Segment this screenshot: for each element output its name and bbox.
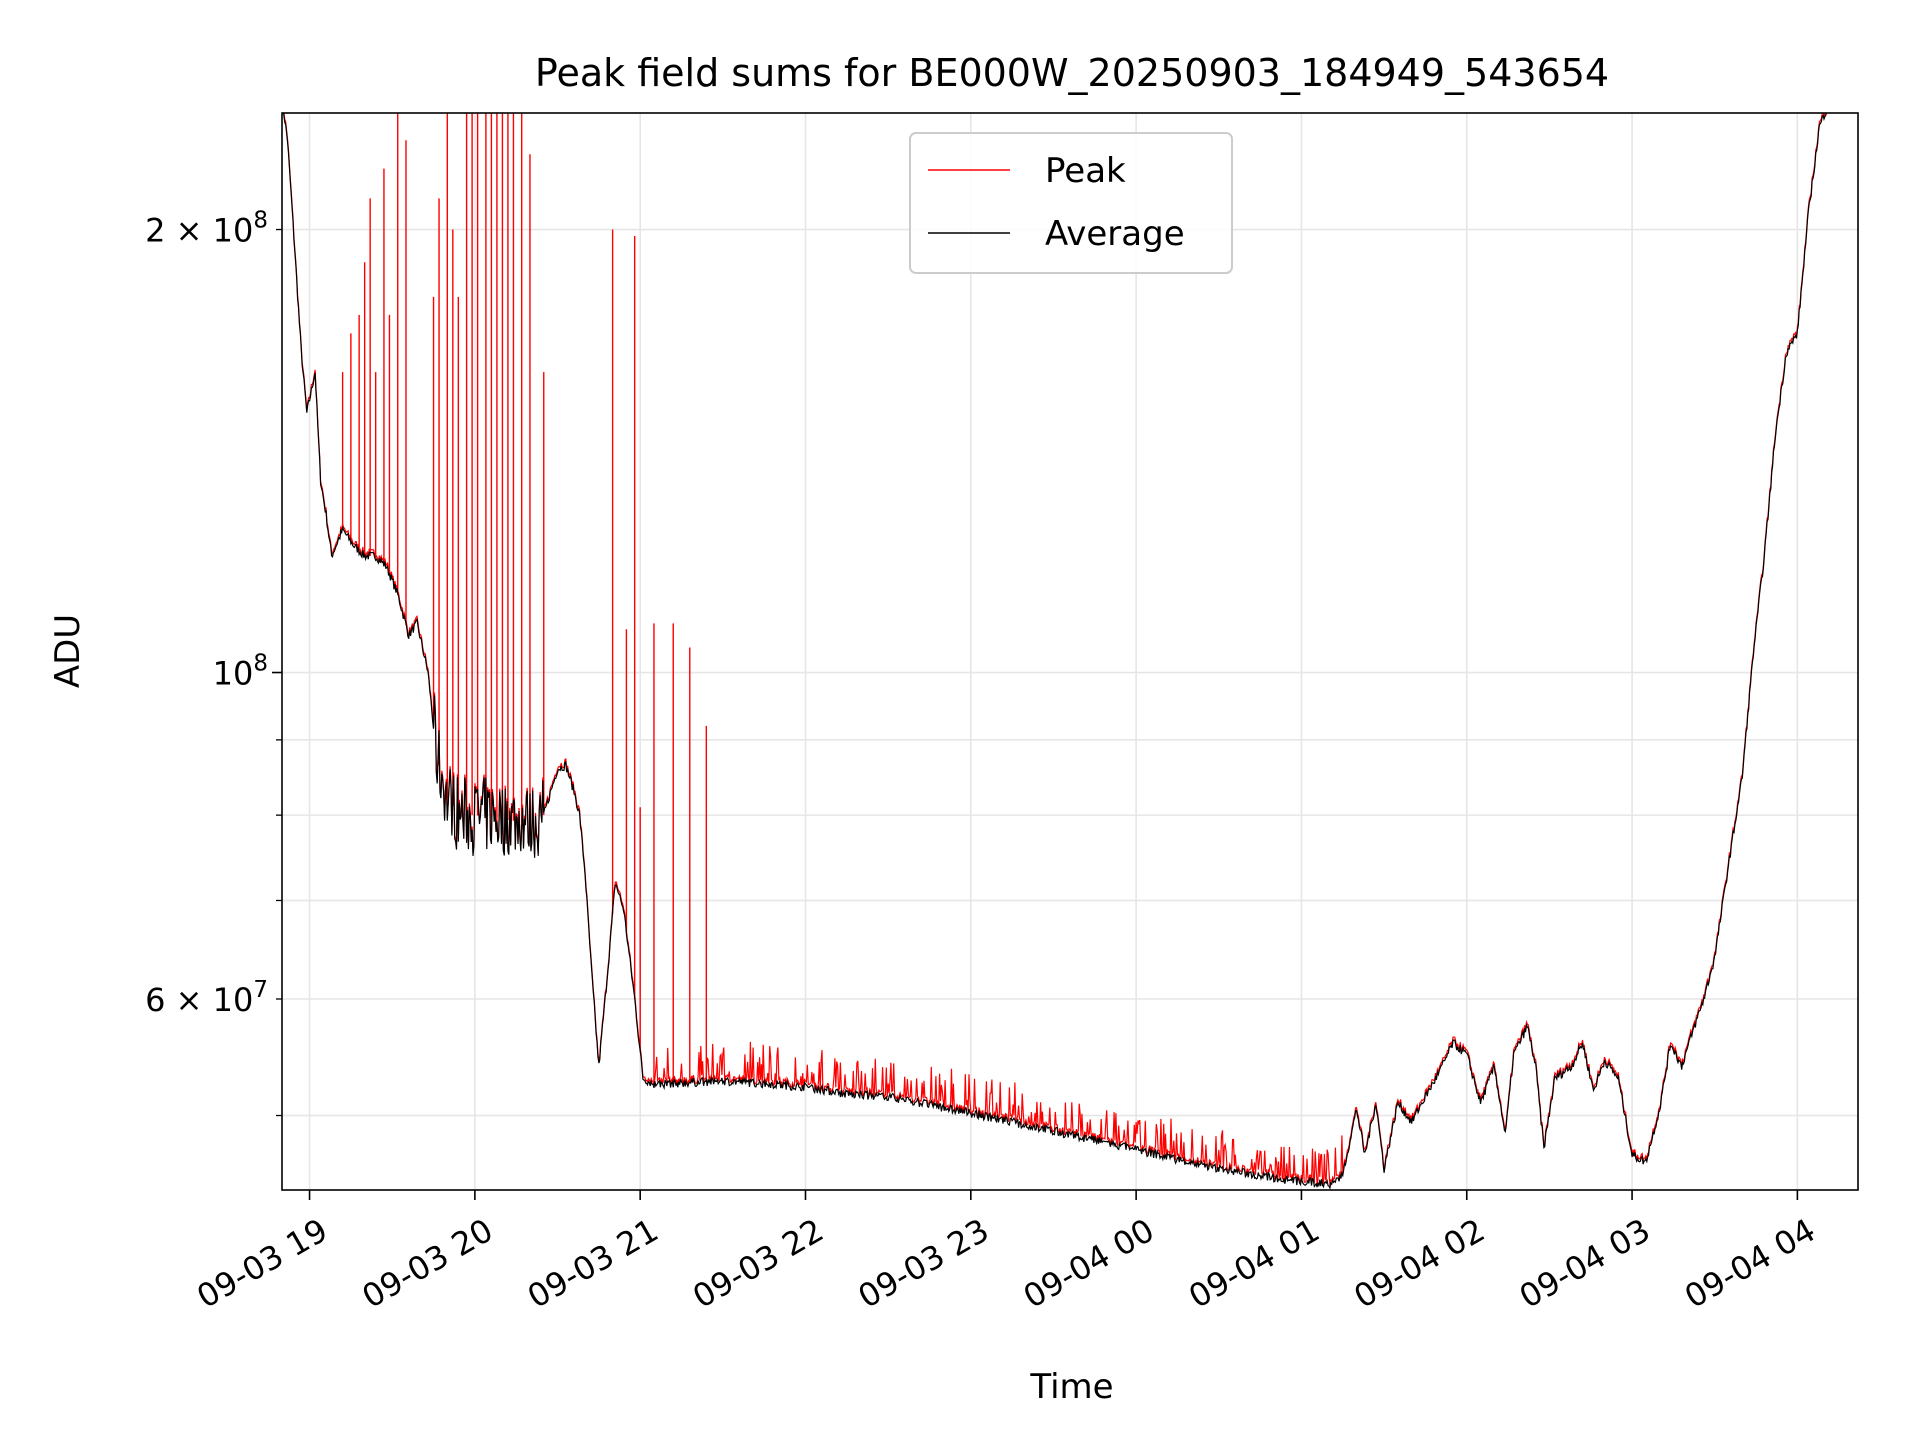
series-layer <box>283 113 1828 1190</box>
legend-label-peak: Peak <box>1045 151 1126 191</box>
legend: Peak Average <box>909 132 1233 274</box>
average-series-line <box>283 113 1828 1190</box>
chart-title: Peak field sums for BE000W_20250903_1849… <box>535 51 1609 95</box>
y-tick-label: 108 <box>213 651 268 693</box>
peak-series-line <box>283 113 1827 1187</box>
plot-frame <box>281 112 1859 1191</box>
legend-label-average: Average <box>1045 214 1185 254</box>
x-axis-label: Time <box>1029 1367 1113 1407</box>
y-tick-label: 2 × 108 <box>145 208 268 250</box>
legend-box <box>909 132 1233 274</box>
grid-layer <box>282 113 1858 1190</box>
y-axis-label: ADU <box>48 614 88 688</box>
y-tick-label: 6 × 107 <box>145 977 268 1019</box>
